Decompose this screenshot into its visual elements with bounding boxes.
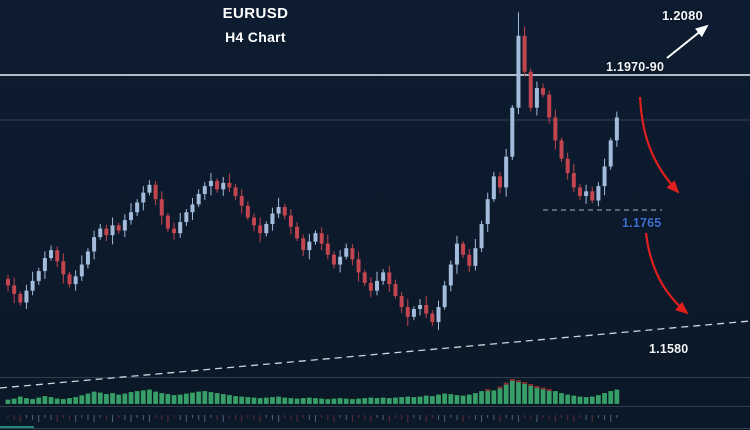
annotation-arrows bbox=[638, 24, 709, 315]
symbol-label: EURUSD bbox=[222, 5, 289, 22]
timeframe-label: H4 Chart bbox=[225, 29, 286, 45]
breakout-up-arrow bbox=[666, 24, 709, 59]
support-level-label: 1.1765 bbox=[622, 216, 662, 230]
candles-layer bbox=[6, 12, 619, 330]
panel-separators bbox=[0, 377, 750, 429]
chart-title: EURUSD H4 Chart bbox=[168, 5, 343, 45]
volume-histogram bbox=[5, 378, 620, 405]
mini-timeline-strip bbox=[0, 415, 618, 428]
price-target-label: 1.2080 bbox=[662, 8, 703, 23]
pullback-down-arrow bbox=[638, 96, 680, 194]
rising-trendline bbox=[0, 320, 750, 389]
bottom-accent-mark bbox=[0, 426, 34, 428]
breakdown-down-arrow bbox=[644, 232, 689, 315]
level-lines bbox=[0, 74, 750, 389]
trendline-level-label: 1.1580 bbox=[649, 342, 689, 356]
resistance-zone-label: 1.1970-90 bbox=[606, 60, 665, 74]
